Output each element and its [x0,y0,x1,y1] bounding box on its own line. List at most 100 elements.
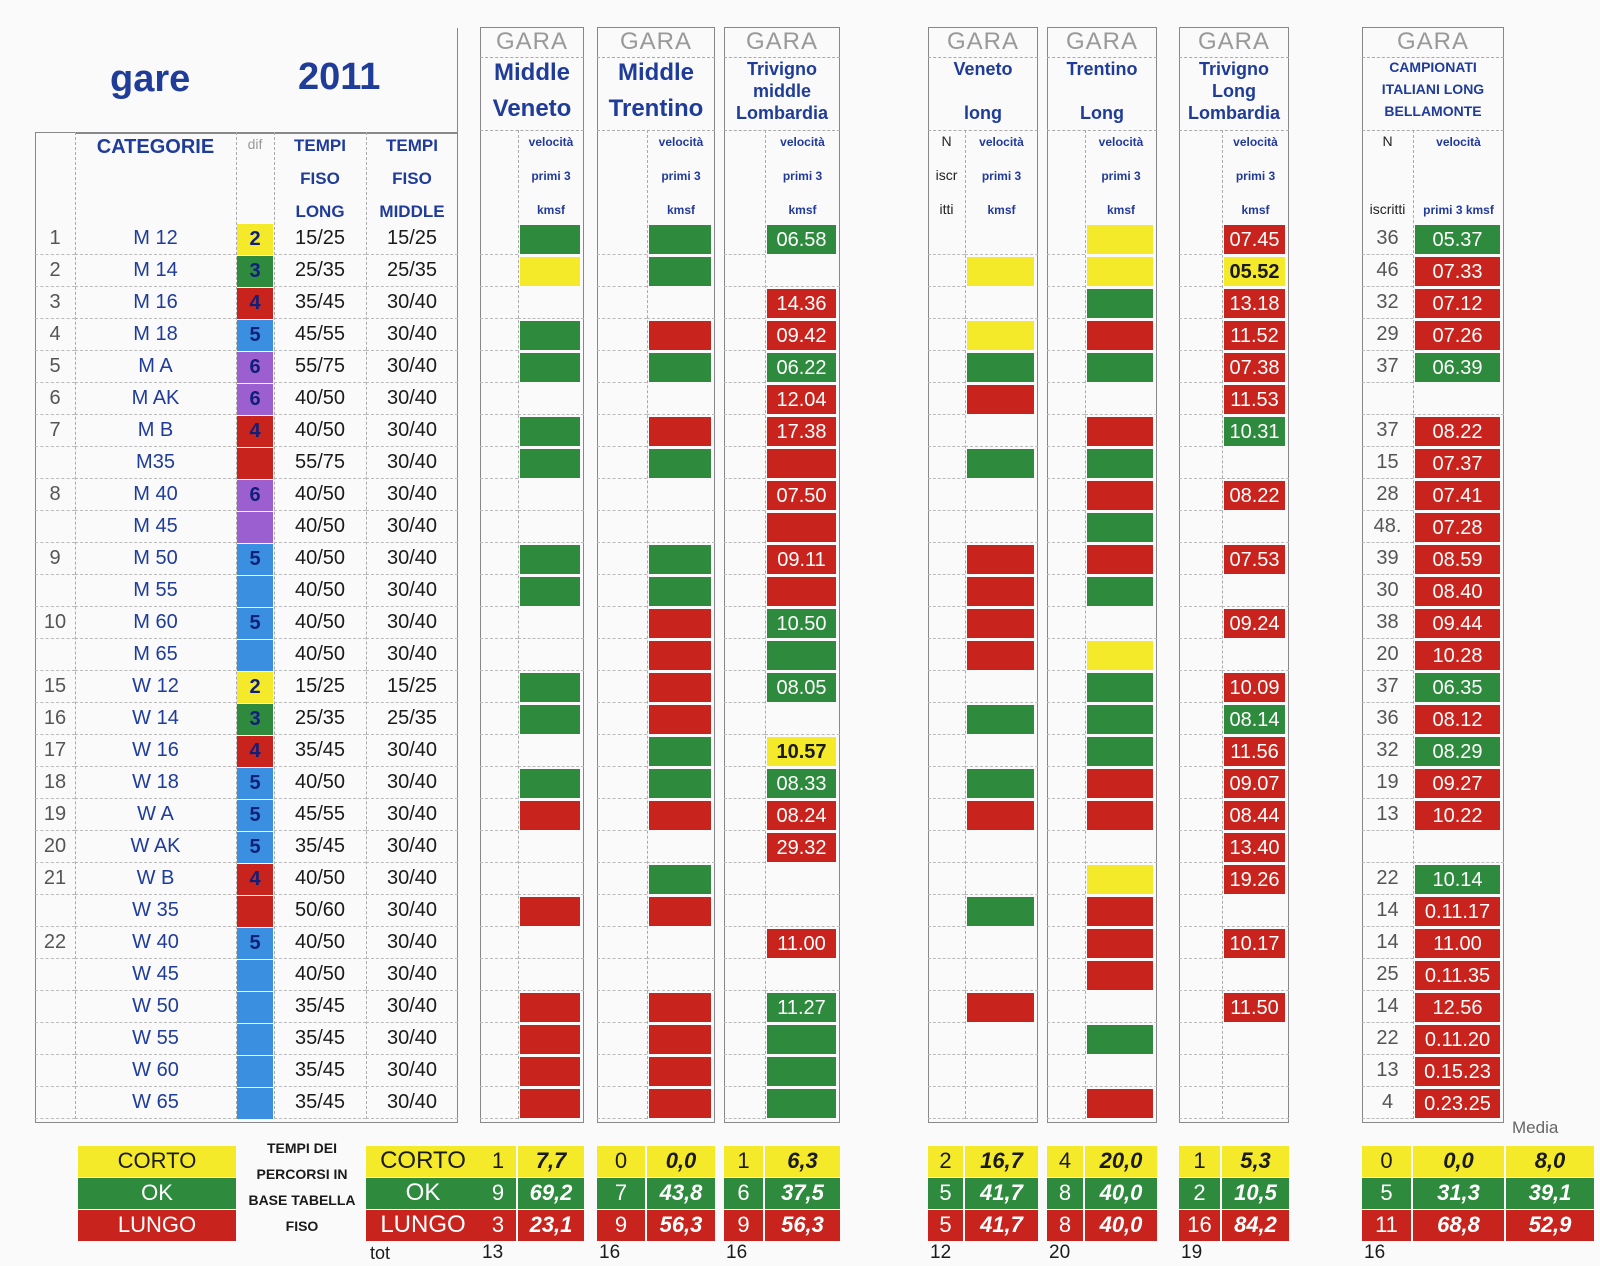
row-tempo-long: 15/25 [274,671,366,703]
result-bar [1087,225,1153,254]
row-tempo-middle: 30/40 [366,447,458,479]
race-cell-empty [518,511,584,543]
row-tempo-long: 35/45 [274,1087,366,1119]
row-iscritti: 20 [1362,639,1413,671]
summary-count: 9 [724,1210,763,1241]
result-bar [649,801,711,830]
row-tempo-middle: 30/40 [366,543,458,575]
race-cell-empty [765,895,840,927]
result-bar [967,993,1034,1022]
row-iscritti: 28 [1362,479,1413,511]
race-gara-label: GARA [745,28,818,55]
summary-count: 5 [928,1178,963,1209]
race-cell-left [724,543,765,575]
result-bar: 0.11.20 [1415,1025,1500,1054]
row-tempo-middle: 30/40 [366,767,458,799]
result-bar [520,801,580,830]
race-cell-left [1047,1023,1085,1055]
race-cell-left [724,895,765,927]
race-cell-left [480,767,518,799]
result-bar: 07.50 [767,481,836,510]
race-name-line: Lombardia [1187,103,1280,123]
result-bar: 09.44 [1415,609,1500,638]
result-bar [649,609,711,638]
row-difficulty [237,512,273,543]
race-cell-left [1179,447,1222,479]
row-difficulty: 4 [237,288,273,319]
race-cell-empty [647,479,715,511]
race-sub-right: kmsf [536,203,565,217]
race-col-split [965,130,966,1119]
race-sub-sep [1047,130,1157,131]
result-bar: 09.27 [1415,769,1500,798]
row-tempo-middle: 30/40 [366,831,458,863]
row-category: W 14 [75,703,236,735]
row-number: 7 [35,415,75,447]
row-difficulty: 6 [237,352,273,383]
race-cell-empty [765,703,840,735]
race-cell-left [724,1055,765,1087]
result-bar [1087,641,1153,670]
race-cell-left [1179,319,1222,351]
race-cell-left [1047,1055,1085,1087]
result-bar: 17.38 [767,417,836,446]
race-cell-empty [765,959,840,991]
result-bar [520,417,580,446]
result-bar [1087,737,1153,766]
race-cell-empty [647,959,715,991]
legend-corto: CORTO [78,1146,236,1177]
race-cell-left [928,1023,965,1055]
row-category: M 12 [75,223,236,255]
race-cell-empty [965,1023,1038,1055]
race-gara-label: GARA [1197,28,1270,55]
result-bar [649,577,711,606]
result-bar [520,1089,580,1118]
race-cell-empty [1413,383,1504,415]
row-number [35,1023,75,1055]
race-sub-right: velocità [780,135,825,149]
row-difficulty: 3 [237,704,273,735]
race-cell-left [1047,1087,1085,1119]
row-number: 21 [35,863,75,895]
row-category: W 18 [75,767,236,799]
race-cell-empty [1222,1023,1289,1055]
row-tempo-long: 35/45 [274,735,366,767]
race-gara-label: GARA [1065,28,1138,55]
row-iscritti: 4 [1362,1087,1413,1119]
summary-percent: 0,0 [647,1146,715,1177]
race-cell-left [597,575,647,607]
race-cell-left [480,287,518,319]
race-name-sep [1047,57,1157,58]
row-iscritti [1362,831,1413,863]
race-cell-left [480,735,518,767]
row-difficulty: 5 [237,832,273,863]
summary-percent: 37,5 [765,1178,840,1209]
row-category: M 18 [75,319,236,351]
row-category: W 55 [75,1023,236,1055]
result-bar [1087,769,1153,798]
race-name-line: middle [752,81,811,101]
race-cell-left [1179,799,1222,831]
row-tempo-middle: 30/40 [366,511,458,543]
race-cell-left [1179,959,1222,991]
race-cell-left [928,319,965,351]
race-sub-right: primi 3 kmsf [1423,203,1494,217]
race-frame-3 [724,27,840,1123]
race-cell-left [597,895,647,927]
result-bar [967,609,1034,638]
race-cell-left [724,799,765,831]
row-tempo-middle: 30/40 [366,575,458,607]
summary-count: 5 [928,1210,963,1241]
result-bar: 07.26 [1415,321,1500,350]
media-value: 39,1 [1506,1178,1594,1209]
race-cell-left [1179,1023,1222,1055]
race-name-sep [597,57,715,58]
row-difficulty: 6 [237,480,273,511]
race-sub-right: kmsf [788,203,817,217]
summary-percent: 31,3 [1413,1178,1504,1209]
race-sub-right: kmsf [666,203,695,217]
title-frame [75,28,458,134]
race-cell-empty [518,639,584,671]
row-difficulty [237,1088,273,1119]
race-sub-right: primi 3 [1101,169,1141,183]
